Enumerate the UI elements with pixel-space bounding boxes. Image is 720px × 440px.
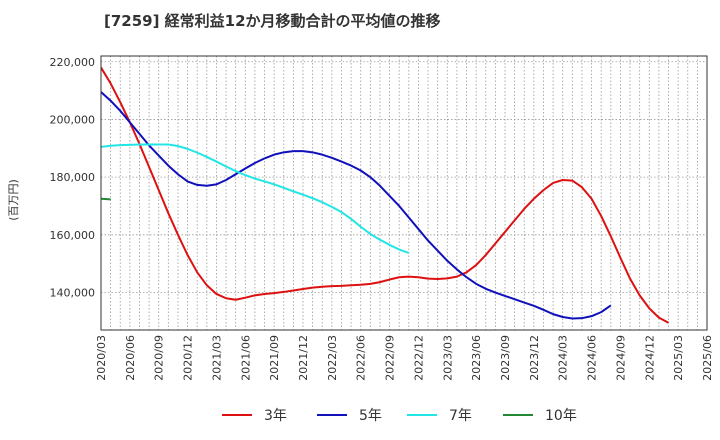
y-tick-label: 200,000 — [50, 113, 96, 126]
grid — [101, 56, 707, 330]
x-tick-label: 2021/06 — [239, 335, 252, 381]
legend-label: 5年 — [359, 408, 382, 424]
legend-label: 7年 — [449, 408, 472, 424]
x-tick-label: 2025/03 — [672, 335, 685, 381]
x-tick-label: 2021/03 — [210, 335, 223, 381]
x-tick-label: 2021/12 — [297, 335, 310, 381]
x-tick-label: 2020/09 — [153, 335, 166, 381]
x-tick-label: 2024/12 — [643, 335, 656, 381]
x-tick-label: 2024/06 — [586, 335, 599, 381]
series-line-7年 — [101, 143, 410, 254]
y-tick-label: 220,000 — [50, 56, 96, 69]
x-tick-label: 2025/06 — [701, 335, 714, 381]
legend-label: 3年 — [264, 408, 287, 424]
x-tick-label: 2022/12 — [412, 335, 425, 381]
y-tick-label: 140,000 — [50, 287, 96, 300]
x-tick-label: 2024/03 — [557, 335, 570, 381]
series-line-10年 — [101, 197, 111, 201]
y-axis-label: (百万円) — [7, 179, 20, 221]
x-tick-label: 2020/03 — [95, 335, 108, 381]
x-axis-ticks: 2020/03 2020/06 2020/09 2020/12 2021/03 2021/… — [95, 335, 714, 381]
x-tick-label: 2021/09 — [268, 335, 281, 381]
x-tick-label: 2020/06 — [124, 335, 137, 381]
y-tick-label: 180,000 — [50, 171, 96, 184]
plot-area-border — [100, 55, 708, 331]
series-line-5年 — [101, 91, 612, 320]
x-tick-label: 2022/03 — [326, 335, 339, 381]
x-tick-label: 2023/12 — [528, 335, 541, 381]
legend-label: 10年 — [545, 408, 577, 424]
series-line-3年 — [101, 67, 669, 324]
chart-title: [7259] 経常利益12か月移動合計の平均値の推移 — [104, 12, 441, 30]
x-tick-label: 2023/09 — [499, 335, 512, 381]
y-axis-ticks: 140,000 160,000 180,000 200,000 220,000 — [50, 56, 96, 300]
x-tick-label: 2023/03 — [441, 335, 454, 381]
x-tick-label: 2024/09 — [614, 335, 627, 381]
x-tick-label: 2023/06 — [470, 335, 483, 381]
x-tick-label: 2022/06 — [355, 335, 368, 381]
legend: 3年 5年 7年 10年 — [222, 408, 577, 424]
x-tick-label: 2022/09 — [384, 335, 397, 381]
x-tick-label: 2020/12 — [182, 335, 195, 381]
y-tick-label: 160,000 — [50, 229, 96, 242]
series-lines — [101, 67, 669, 324]
